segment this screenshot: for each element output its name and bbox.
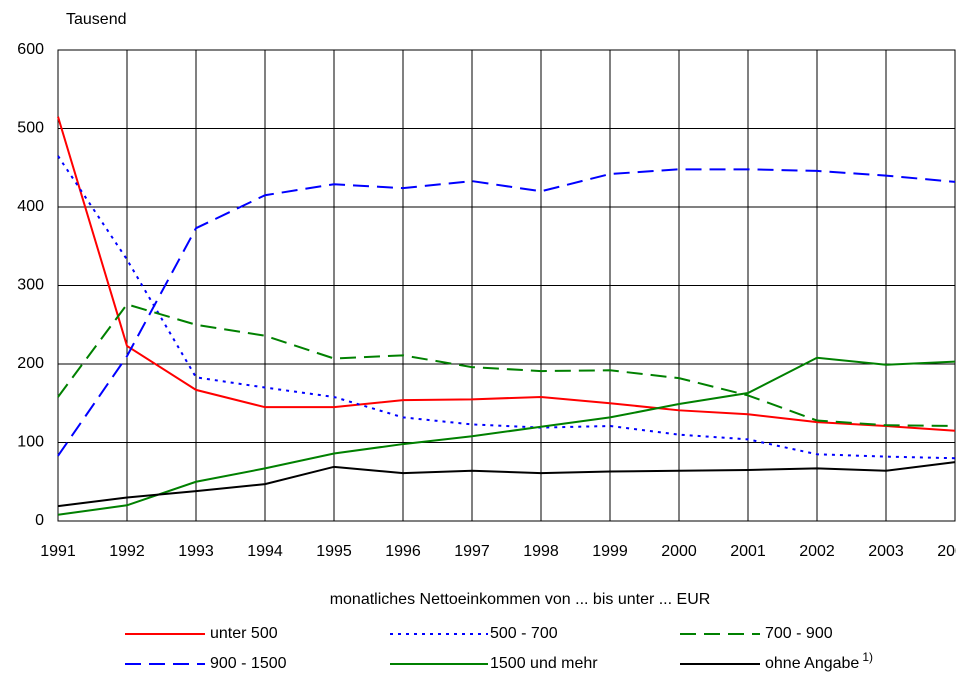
x-tick-label: 2001 [730, 543, 766, 560]
x-tick-label: 2000 [661, 543, 697, 560]
y-tick-label: 0 [35, 512, 44, 529]
x-tick-label: 1992 [109, 543, 145, 560]
x-tick-label: 1996 [385, 543, 421, 560]
x-tick-label: 1999 [592, 543, 628, 560]
x-tick-label: 1995 [316, 543, 352, 560]
x-tick-label: 2003 [868, 543, 904, 560]
x-tick-label: 2004 [937, 543, 956, 560]
x-tick-label: 1998 [523, 543, 559, 560]
y-tick-label: 300 [17, 277, 44, 294]
x-tick-label: 1991 [40, 543, 76, 560]
y-tick-label: 100 [17, 434, 44, 451]
y-axis-label: Tausend [66, 11, 127, 28]
legend-label: 700 - 900 [765, 625, 833, 642]
x-tick-label: 1994 [247, 543, 283, 560]
legend-label: 500 - 700 [490, 625, 558, 642]
legend-title: monatliches Nettoeinkommen von ... bis u… [330, 591, 711, 608]
series-line [57, 168, 956, 457]
series-line [57, 356, 956, 516]
plot-border [57, 49, 956, 522]
series-line [57, 155, 956, 460]
series-line [57, 303, 956, 428]
legend-label: unter 500 [210, 625, 278, 642]
y-tick-label: 600 [17, 41, 44, 58]
y-tick-label: 500 [17, 120, 44, 137]
legend-label: ohne Angabe [765, 655, 859, 672]
legend-label: 900 - 1500 [210, 655, 287, 672]
legend-footnote: 1) [862, 650, 873, 664]
series-line [57, 461, 956, 508]
x-tick-label: 1997 [454, 543, 490, 560]
y-tick-label: 200 [17, 355, 44, 372]
y-tick-label: 400 [17, 198, 44, 215]
x-tick-label: 1993 [178, 543, 214, 560]
legend-label: 1500 und mehr [490, 655, 598, 672]
series-line [57, 116, 956, 432]
x-tick-label: 2002 [799, 543, 835, 560]
